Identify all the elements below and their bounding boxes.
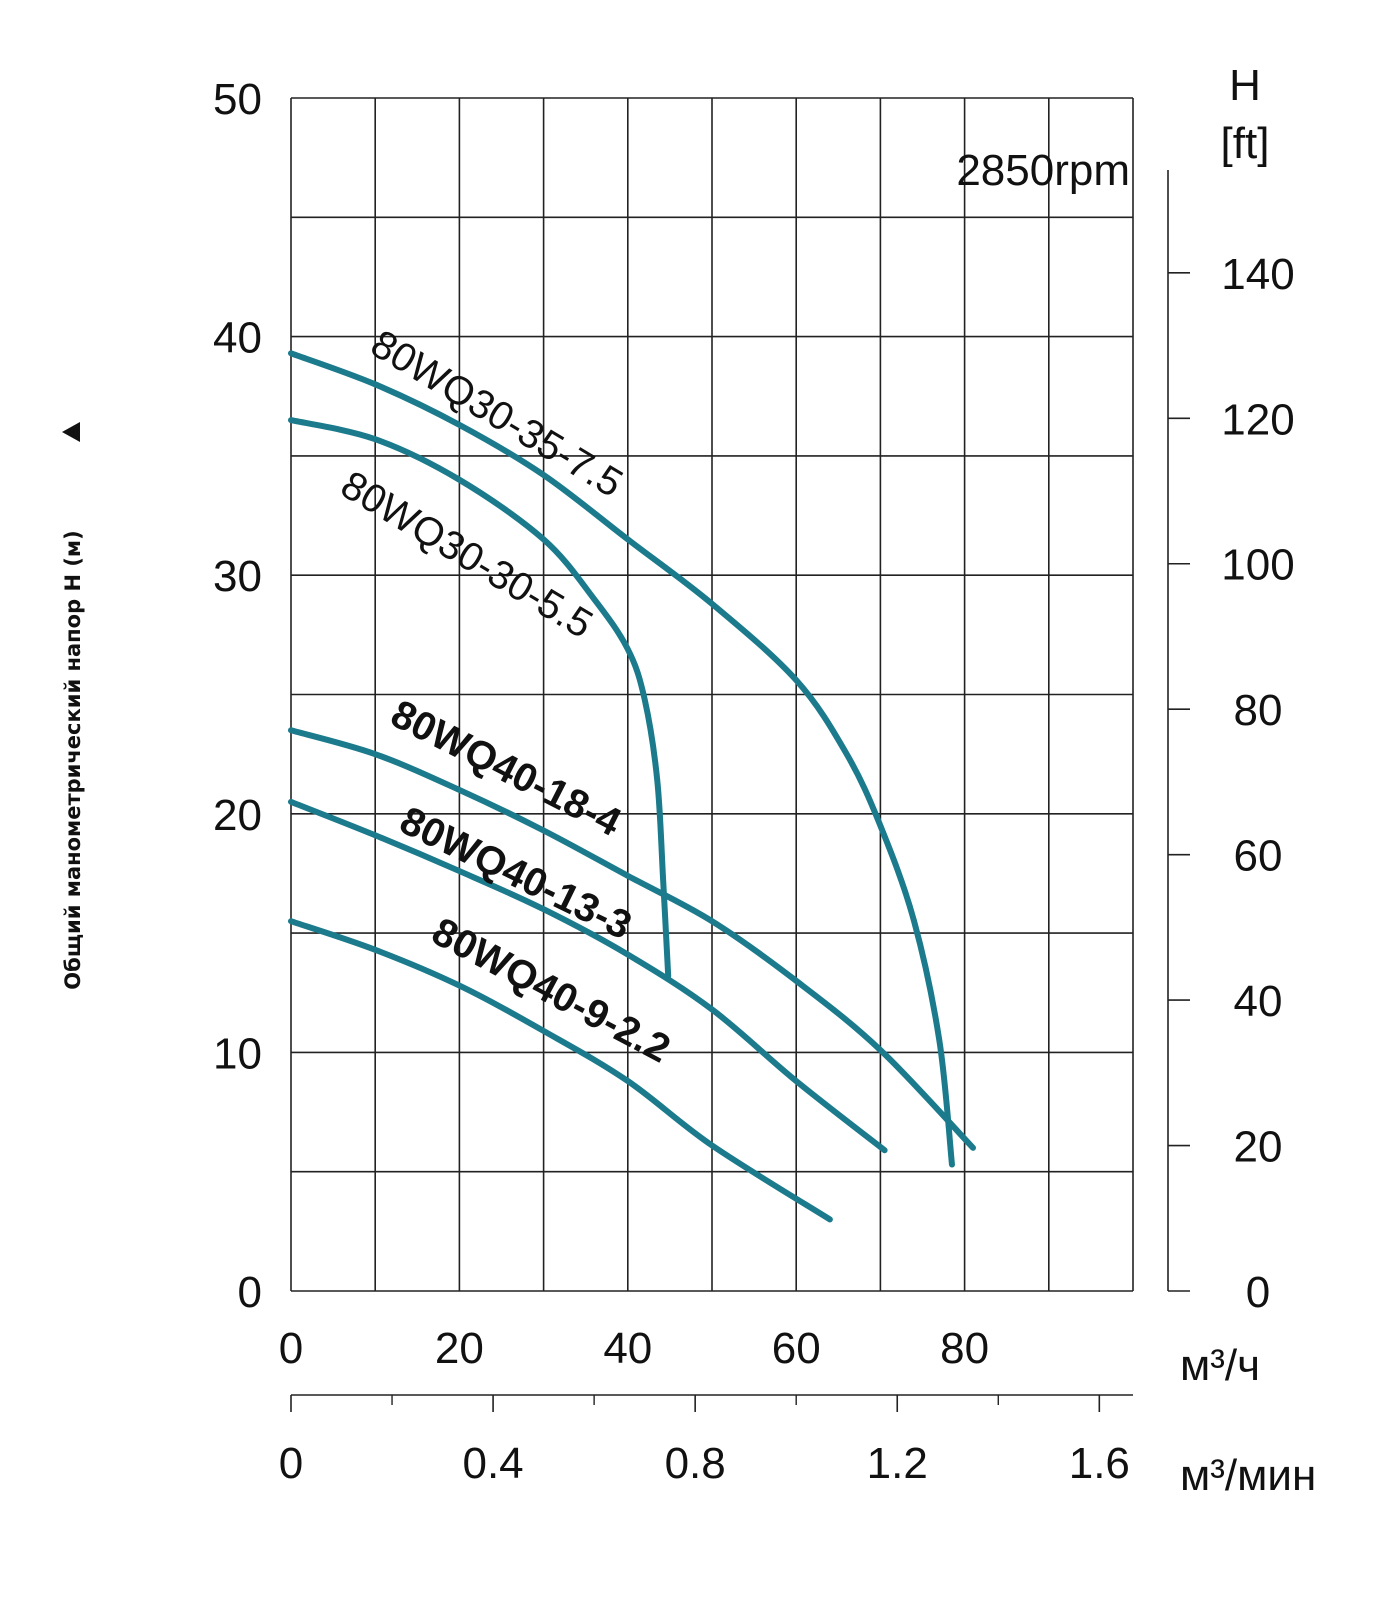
- x2-tick-label: 1.6: [1069, 1439, 1130, 1488]
- y-tick-label: 30: [213, 552, 262, 601]
- y-axis-arrow-icon: [62, 422, 80, 442]
- y2-tick-label: 40: [1234, 977, 1283, 1026]
- x-tick-label: 0: [279, 1324, 303, 1373]
- x-tick-label: 80: [940, 1324, 989, 1373]
- y2-axis-label-h: H: [1229, 61, 1261, 110]
- curve-80wq40-13-3: [288, 798, 888, 1154]
- x2-axis-label: м³/мин: [1180, 1451, 1316, 1500]
- x2-tick-label: 1.2: [867, 1439, 928, 1488]
- y2-tick-label: 0: [1246, 1268, 1270, 1317]
- y-tick-label: 10: [213, 1029, 262, 1078]
- y2-tick-label: 20: [1234, 1123, 1283, 1172]
- x2-tick-label: 0.8: [665, 1439, 726, 1488]
- y2-tick-label: 140: [1221, 250, 1294, 299]
- y2-tick-label: 120: [1221, 395, 1294, 444]
- y2-tick-label: 60: [1234, 832, 1283, 881]
- grid: [290, 97, 1134, 1292]
- x-axis-label: м³/ч: [1180, 1341, 1260, 1390]
- x-tick-label: 40: [603, 1324, 652, 1373]
- curves: [288, 350, 977, 1223]
- axes: 0 10 20 30 40 50 0 20 40 60 80 0 0.4 0.8 1.2 1.6 0 20 40 60…: [213, 75, 1295, 1488]
- y-tick-label: 40: [213, 314, 262, 363]
- x2-tick-label: 0: [279, 1439, 303, 1488]
- y-axis-label: Общий манометрический напор H (м): [61, 530, 85, 989]
- curve-80wq30-35-7-5: [288, 350, 955, 1168]
- y2-axis-label-unit: [ft]: [1221, 119, 1270, 168]
- y2-tick-label: 100: [1221, 541, 1294, 590]
- curve-80wq40-18-4: [288, 727, 977, 1151]
- curve-80wq30-30-5-5: [288, 417, 672, 980]
- y-tick-label: 0: [238, 1268, 262, 1317]
- x2-tick-label: 0.4: [462, 1439, 523, 1488]
- rpm-annotation: 2850rpm: [956, 146, 1130, 195]
- y-tick-label: 20: [213, 791, 262, 840]
- y-tick-label: 50: [213, 75, 262, 124]
- curve-label-80wq30-35-7-5: 80WQ30-35-7.5: [363, 322, 630, 506]
- x-tick-label: 60: [772, 1324, 821, 1373]
- y2-tick-label: 80: [1234, 686, 1283, 735]
- curve-80wq40-9-2-2: [288, 918, 833, 1223]
- x-tick-label: 20: [435, 1324, 484, 1373]
